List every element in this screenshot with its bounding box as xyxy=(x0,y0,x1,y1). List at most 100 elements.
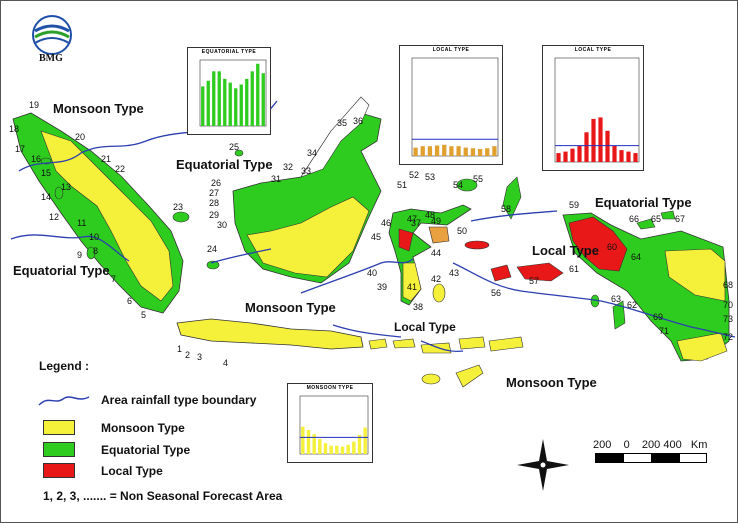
inset-bar xyxy=(340,446,345,454)
nusa-tenggara-islands xyxy=(368,336,524,354)
area-number: 5 xyxy=(141,310,147,320)
belitung-island xyxy=(206,260,220,270)
natuna-island xyxy=(234,149,244,157)
area-number: 52 xyxy=(409,170,420,180)
legend-boundary-line xyxy=(38,396,90,406)
inset-bar xyxy=(442,144,447,156)
inset-bar xyxy=(633,153,638,162)
area-number: 19 xyxy=(29,100,40,110)
inset-bar xyxy=(228,82,232,126)
area-number: 69 xyxy=(653,312,664,322)
area-number: 51 xyxy=(397,180,408,190)
area-number: 4 xyxy=(223,358,229,368)
label-monsoon-center: Monsoon Type xyxy=(245,300,336,315)
inset-bar xyxy=(563,151,568,162)
inset-bar xyxy=(250,71,254,126)
area-number: 25 xyxy=(229,142,240,152)
area-number: 53 xyxy=(425,172,436,182)
area-number: 46 xyxy=(381,218,392,228)
scale-bar xyxy=(595,453,707,465)
inset-frame xyxy=(299,395,369,455)
inset-local-1-chart xyxy=(411,57,499,157)
tanimbar-island xyxy=(612,300,626,330)
area-number: 22 xyxy=(115,164,126,174)
label-local-maluku: Local Type xyxy=(532,243,599,258)
area-number: 33 xyxy=(301,166,312,176)
area-number: 1 xyxy=(177,344,183,354)
inset-bar xyxy=(206,80,210,126)
inset-bar xyxy=(591,118,596,162)
sumba-island xyxy=(421,373,441,385)
area-number: 66 xyxy=(629,214,640,224)
area-number: 27 xyxy=(209,188,220,198)
area-number: 8 xyxy=(93,246,99,256)
area-number: 72 xyxy=(723,332,734,342)
inset-bar xyxy=(492,146,497,156)
area-number: 6 xyxy=(127,296,133,306)
inset-bar xyxy=(584,132,589,162)
inset-bar xyxy=(234,88,238,126)
inset-bar xyxy=(556,153,561,162)
papua-monsoon-zone xyxy=(664,248,726,302)
inset-local-2-chart xyxy=(554,57,640,163)
borneo-malaysia xyxy=(300,96,370,178)
area-number: 38 xyxy=(413,302,424,312)
inset-bar xyxy=(318,439,322,454)
legend-boundary-label: Area rainfall type boundary xyxy=(101,393,257,407)
inset-bar xyxy=(427,146,433,156)
inset-bar xyxy=(301,426,305,454)
inset-bar xyxy=(463,147,468,156)
inset-bar xyxy=(612,145,617,162)
inset-bar xyxy=(239,84,243,126)
area-number: 63 xyxy=(611,294,622,304)
inset-bar xyxy=(352,441,356,454)
halmahera-island xyxy=(502,176,522,220)
area-number: 70 xyxy=(723,300,734,310)
area-number: 50 xyxy=(457,226,468,236)
inset-frame xyxy=(411,57,499,157)
nias-island xyxy=(54,186,64,200)
legend-local-swatch xyxy=(43,463,75,478)
inset-bar xyxy=(413,147,418,156)
bmg-logo-emblem xyxy=(32,15,72,55)
scale-bar-label: 200 0 200 400 Km xyxy=(593,439,708,451)
label-equatorial-papua: Equatorial Type xyxy=(595,195,692,210)
inset-frame xyxy=(554,57,640,163)
area-number: 42 xyxy=(431,274,442,284)
java-island xyxy=(176,318,364,350)
area-number: 2 xyxy=(185,350,191,360)
label-equatorial-borneo: Equatorial Type xyxy=(176,157,273,172)
inset-bar xyxy=(626,151,631,162)
inset-bar xyxy=(420,146,425,156)
buton-island xyxy=(432,283,446,303)
inset-bar xyxy=(329,445,333,454)
area-number: 60 xyxy=(607,242,618,252)
area-number: 58 xyxy=(501,204,512,214)
inset-bar xyxy=(577,145,582,162)
area-number: 54 xyxy=(453,180,464,190)
inset-bar xyxy=(470,148,476,156)
inset-bar xyxy=(570,148,575,162)
inset-bar xyxy=(485,148,490,156)
area-number: 17 xyxy=(15,144,26,154)
inset-bar xyxy=(323,443,328,454)
area-number: 7 xyxy=(111,274,117,284)
inset-equatorial-title: EQUATORIAL TYPE xyxy=(201,49,257,55)
papua-monsoon-south xyxy=(676,332,728,362)
area-number: 67 xyxy=(675,214,686,224)
inset-bar xyxy=(456,146,461,156)
area-number: 71 xyxy=(659,326,670,336)
sangihe-island xyxy=(456,178,478,192)
area-number: 3 xyxy=(197,352,203,362)
inset-local-2-title: LOCAL TYPE xyxy=(574,47,612,53)
legend-nonseasonal-note: 1, 2, 3, ....... = Non Seasonal Forecast… xyxy=(43,489,283,503)
inset-bar xyxy=(434,145,440,156)
area-number: 48 xyxy=(425,210,436,220)
inset-bar xyxy=(212,71,216,126)
inset-local-1-title: LOCAL TYPE xyxy=(432,47,470,53)
mentawai-island xyxy=(86,246,96,260)
area-number: 31 xyxy=(271,174,282,184)
timor-island xyxy=(455,364,484,388)
